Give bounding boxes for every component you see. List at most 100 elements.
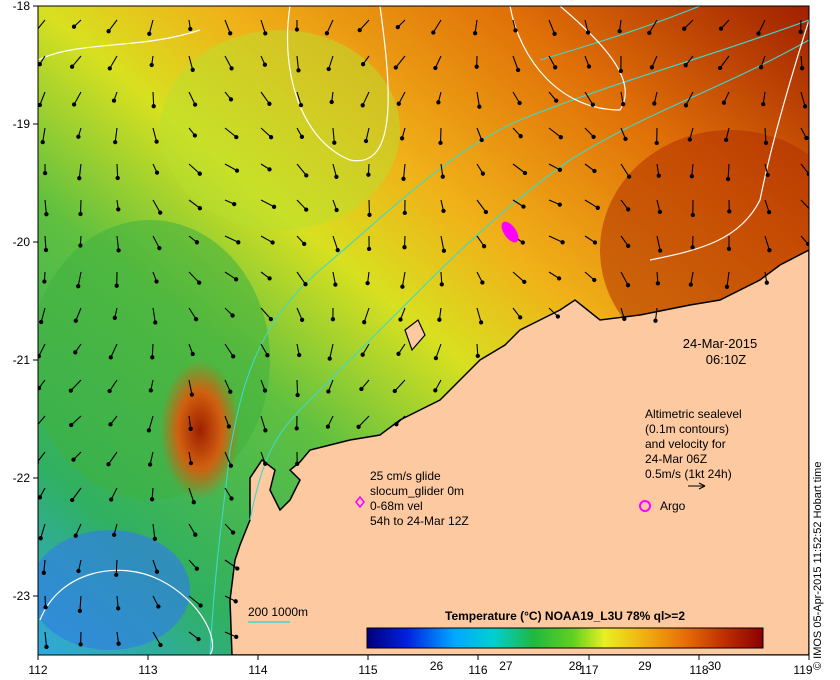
velocity-vector	[260, 307, 272, 320]
velocity-vector	[224, 235, 239, 243]
velocity-vector-head	[154, 569, 160, 574]
velocity-vector-head	[236, 240, 241, 245]
credit-text: © IMOS 05-Apr-2015 11:52:52 Hobart time	[812, 461, 824, 670]
velocity-vector-head	[553, 65, 558, 70]
velocity-vector	[109, 55, 118, 69]
velocity-vector-head	[304, 173, 309, 178]
velocity-vector-head	[810, 209, 813, 212]
velocity-vector	[110, 343, 118, 358]
velocity-vector-head	[433, 65, 438, 71]
velocity-vector-head	[149, 497, 155, 502]
velocity-vector-head	[477, 104, 482, 109]
velocity-vector	[727, 163, 730, 180]
velocity-vector	[71, 55, 82, 68]
velocity-vector-head	[756, 31, 761, 36]
colorbar	[366, 627, 764, 649]
velocity-vector-head	[327, 356, 332, 361]
velocity-vector-head	[727, 209, 732, 214]
velocity-vector	[224, 451, 232, 466]
glider-track[interactable]	[498, 219, 522, 246]
velocity-vector-head	[766, 209, 772, 215]
velocity-vector-head	[148, 388, 153, 393]
velocity-vector-head	[233, 599, 238, 604]
velocity-vector	[296, 199, 307, 210]
velocity-vector-head	[656, 173, 661, 178]
velocity-vector-head	[592, 277, 597, 283]
velocity-vector	[115, 559, 118, 575]
velocity-vector-head	[154, 170, 160, 175]
velocity-vector	[260, 19, 266, 34]
velocity-vector-head	[590, 102, 595, 107]
velocity-vector-head	[441, 248, 447, 253]
velocity-vector-head	[267, 101, 272, 106]
altimetry-note-line: and velocity for	[645, 437, 726, 451]
velocity-vector-head	[228, 463, 234, 468]
velocity-vector-head	[362, 320, 367, 325]
colorbar-tick-label: 30	[708, 659, 722, 673]
velocity-vector	[75, 307, 82, 321]
velocity-vector-head	[268, 316, 274, 322]
velocity-vector-head	[76, 284, 81, 289]
velocity-vectors	[34, 19, 813, 650]
velocity-vector-head	[38, 354, 41, 359]
velocity-vector-head	[332, 140, 337, 145]
velocity-vector-head	[153, 320, 158, 325]
velocity-vector	[685, 91, 694, 106]
velocity-vector-head	[43, 605, 48, 610]
velocity-vector-head	[188, 26, 193, 32]
velocity-vector-head	[228, 389, 233, 394]
velocity-vector-head	[438, 140, 443, 146]
argo-label: Argo	[660, 499, 686, 513]
velocity-vector-head	[396, 351, 401, 356]
velocity-vector-head	[232, 201, 237, 207]
lon-tick-label: 112	[28, 663, 47, 677]
velocity-vector-head	[109, 497, 114, 502]
velocity-vector-head	[758, 65, 764, 70]
lat-tick-label: -18	[13, 0, 31, 13]
velocity-vector-head	[76, 134, 81, 139]
velocity-vector-head	[626, 243, 631, 249]
axis-ticks	[33, 5, 810, 660]
velocity-vector	[224, 343, 234, 357]
velocity-vector-head	[191, 500, 196, 505]
velocity-vector-head	[441, 208, 446, 214]
contour-200m	[249, 39, 809, 521]
velocity-vector	[188, 199, 201, 209]
velocity-vector	[224, 127, 237, 138]
velocity-vector-head	[557, 202, 562, 207]
glider-marker[interactable]	[355, 495, 365, 509]
velocity-vector-head	[398, 317, 403, 322]
lat-tick-label: -19	[13, 117, 31, 131]
longitude-labels: 112 113 114 115 116 117 118 119	[28, 663, 812, 677]
velocity-vector-head	[560, 240, 565, 245]
velocity-vector	[296, 55, 300, 71]
velocity-vector-head	[558, 135, 563, 140]
velocity-vector-head	[804, 135, 809, 141]
argo-marker[interactable]	[639, 500, 651, 512]
velocity-vector-head	[197, 171, 202, 176]
velocity-vector	[152, 631, 161, 646]
velocity-vector-head	[113, 139, 118, 145]
velocity-vector-head	[626, 207, 631, 212]
velocity-vector	[108, 451, 118, 465]
velocity-vector-head	[689, 174, 694, 179]
velocity-vector-head	[626, 174, 632, 179]
velocity-vector-head	[621, 102, 626, 107]
velocity-vector-head	[518, 134, 523, 139]
latitude-labels: -18 -19 -20 -21 -22 -23	[13, 0, 31, 603]
velocity-vector-head	[77, 608, 83, 614]
velocity-vector-head	[34, 30, 37, 33]
velocity-vector	[109, 379, 118, 392]
velocity-vector	[548, 235, 563, 243]
velocity-vector-head	[107, 388, 112, 394]
velocity-vector	[108, 19, 118, 32]
velocity-vector-head	[151, 104, 156, 109]
altimetry-note-line: 0.5m/s (1kt 24h)	[645, 467, 732, 481]
velocity-vector-head	[513, 28, 518, 33]
velocity-vector-head	[106, 462, 111, 467]
velocity-vector-head	[270, 240, 275, 245]
velocity-vector	[800, 91, 806, 107]
velocity-vector-head	[234, 168, 240, 173]
velocity-vector-head	[267, 276, 272, 281]
